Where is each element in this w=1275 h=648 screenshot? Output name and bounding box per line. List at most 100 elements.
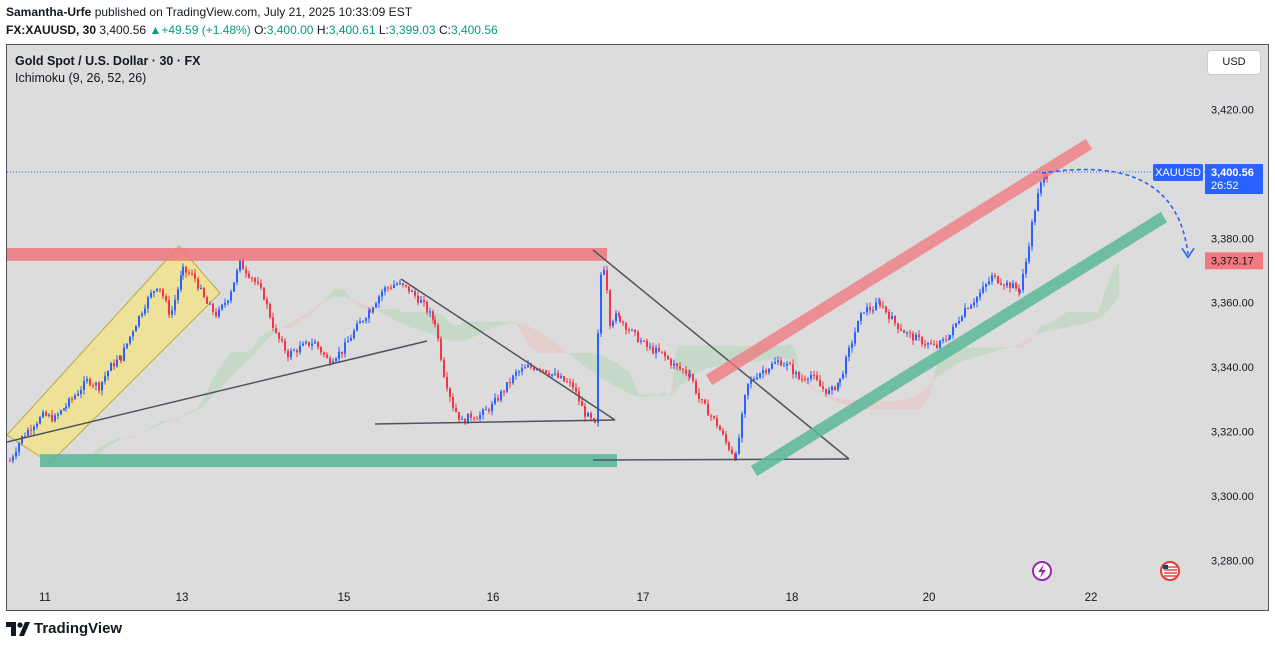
chart-legend-title[interactable]: Gold Spot / U.S. Dollar · 30 · FX — [15, 54, 201, 68]
candle-down — [685, 369, 687, 374]
ichimoku-cloud-segment — [261, 334, 264, 346]
ichimoku-cloud-segment — [241, 351, 244, 367]
candle-up — [467, 413, 469, 424]
ichimoku-cloud-segment — [576, 352, 579, 362]
ichimoku-cloud-segment — [490, 321, 493, 330]
flag-canton — [1163, 565, 1168, 569]
ichimoku-cloud-segment — [886, 401, 889, 410]
publish-text: published on TradingView.com, July 21, 2… — [94, 5, 413, 19]
x-axis-tick-label: 22 — [1085, 592, 1098, 604]
low-label: L: — [378, 23, 389, 37]
ichimoku-cloud-segment — [1067, 311, 1070, 328]
candle-up — [851, 343, 853, 348]
ichimoku-cloud-segment — [552, 340, 555, 353]
ichimoku-cloud-segment — [651, 394, 654, 397]
candle-down — [488, 409, 490, 412]
candle-down — [584, 405, 586, 417]
ichimoku-cloud-segment — [405, 311, 408, 327]
chart-panel[interactable]: 3,280.00 3,300.00 3,320.00 3,340.00 3,360.00… — [6, 44, 1269, 611]
ichimoku-cloud-segment — [958, 347, 961, 364]
candle-up — [982, 286, 984, 293]
ichimoku-cloud-segment — [366, 305, 369, 310]
ichimoku-cloud-segment — [924, 387, 927, 405]
x-axis-tick-label: 15 — [338, 592, 351, 604]
candle-down — [1009, 282, 1011, 289]
ichimoku-cloud-segment — [196, 405, 199, 410]
candle-down — [329, 358, 331, 364]
candle-up — [200, 287, 202, 289]
candle-down — [634, 329, 636, 333]
candle-up — [95, 382, 97, 386]
candle-down — [1003, 284, 1005, 286]
ichimoku-cloud-segment — [124, 437, 127, 439]
symbol-label[interactable]: FX:XAUUSD, 30 — [6, 23, 97, 37]
candle-up — [753, 379, 755, 381]
candle-up — [958, 320, 960, 324]
candle-down — [625, 323, 627, 330]
candle-up — [991, 275, 993, 282]
candle-up — [12, 456, 14, 461]
candle-down — [197, 278, 199, 289]
candle-up — [988, 281, 990, 285]
candle-up — [33, 426, 35, 431]
ichimoku-cloud-segment — [1107, 277, 1110, 312]
candle-down — [692, 374, 694, 382]
ichimoku-cloud-segment — [499, 321, 502, 326]
ichimoku-cloud-segment — [1088, 311, 1091, 323]
candle-down — [278, 332, 280, 340]
candle-up — [461, 418, 463, 420]
ichimoku-cloud-segment — [112, 439, 115, 445]
footer: TradingView — [6, 620, 122, 637]
candle-up — [54, 415, 56, 422]
ichimoku-cloud-segment — [695, 345, 698, 374]
candle-down — [606, 269, 608, 291]
ichimoku-cloud-segment — [1025, 339, 1028, 345]
price-chart[interactable]: 3,280.00 3,300.00 3,320.00 3,340.00 3,360.00… — [7, 45, 1269, 611]
ichimoku-cloud-segment — [378, 309, 381, 313]
candle-up — [27, 429, 29, 436]
candle-up — [332, 361, 334, 364]
ichimoku-cloud-segment — [429, 311, 432, 335]
candle-down — [434, 319, 436, 325]
candle-down — [284, 340, 286, 351]
candle-down — [569, 381, 571, 383]
candle-up — [837, 382, 839, 390]
candle-up — [952, 326, 954, 336]
ichimoku-cloud-segment — [1079, 311, 1082, 325]
y-axis-tick-label: 3,320.00 — [1211, 427, 1254, 439]
author-name[interactable]: Samantha-Urfe — [6, 5, 92, 19]
candle-up — [891, 316, 893, 320]
ichimoku-cloud-segment — [103, 443, 106, 451]
candle-up — [68, 398, 70, 407]
footer-brand[interactable]: TradingView — [34, 620, 123, 637]
candle-up — [906, 332, 908, 334]
candle-up — [209, 303, 211, 305]
us-flag-icon[interactable] — [1160, 561, 1180, 581]
candle-up — [1043, 176, 1045, 183]
tradingview-logo-icon[interactable] — [6, 621, 30, 636]
ichimoku-cloud-segment — [609, 358, 612, 385]
candle-up — [597, 333, 599, 423]
ichimoku-cloud-segment — [282, 326, 285, 329]
ichimoku-cloud-segment — [624, 368, 627, 393]
ichimoku-cloud-segment — [118, 438, 121, 441]
ichimoku-cloud-segment — [670, 380, 673, 397]
wedge-base-line — [592, 458, 850, 461]
candle-up — [24, 435, 26, 437]
candle-up — [48, 414, 50, 416]
candle-down — [464, 418, 466, 424]
ichimoku-cloud-segment — [976, 347, 979, 357]
candle-up — [848, 347, 850, 357]
currency-button[interactable]: USD — [1207, 50, 1261, 75]
projection-arrow — [1041, 168, 1189, 255]
rising-resistance-band — [705, 138, 1093, 386]
indicator-legend[interactable]: Ichimoku (9, 26, 52, 26) — [15, 71, 147, 85]
ichimoku-cloud-segment — [106, 442, 109, 449]
candle-down — [731, 449, 733, 454]
ichimoku-cloud-segment — [357, 301, 360, 307]
candle-down — [710, 415, 712, 417]
ichimoku-cloud-segment — [786, 343, 789, 359]
candle-up — [86, 379, 88, 381]
ichimoku-cloud-segment — [666, 393, 669, 396]
candle-up — [353, 330, 355, 339]
